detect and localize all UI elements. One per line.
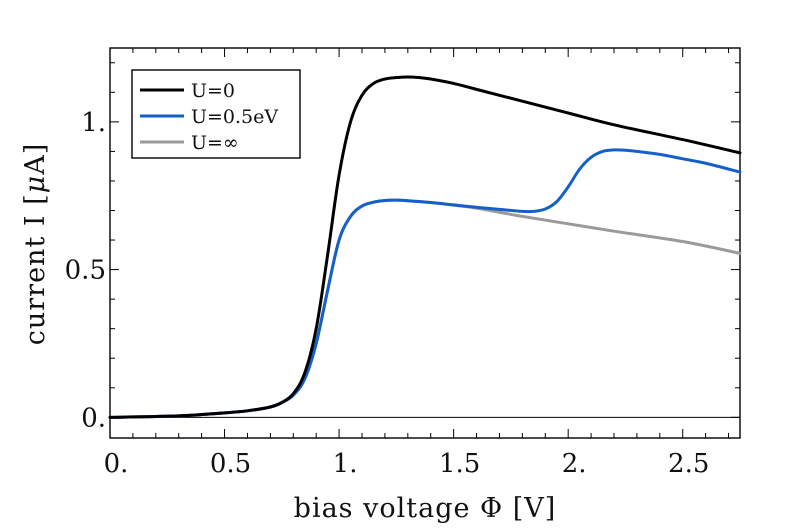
x-axis-title: bias voltage Φ [V]: [294, 493, 557, 524]
legend-label-uinf: U=∞: [191, 132, 239, 154]
legend: U=0 U=0.5eV U=∞: [131, 69, 301, 159]
y-tick-label: 0.5: [65, 256, 106, 286]
series-lines: [108, 75, 742, 419]
legend-label-u05: U=0.5eV: [191, 106, 278, 128]
x-tick-label: 0.: [104, 449, 129, 479]
y-axis-title-mu: μ: [20, 175, 51, 194]
y-axis-title: current I [μA]: [20, 143, 51, 346]
axis-ticks: [109, 48, 740, 438]
x-tick-label: 1.: [333, 449, 358, 479]
x-tick-label: 1.5: [439, 449, 480, 479]
series-line-uinf: [108, 198, 742, 419]
x-tick-label: 0.5: [210, 449, 251, 479]
y-tick-label: 0.: [81, 403, 106, 433]
series-line-u0: [108, 75, 742, 419]
x-tick-label: 2.: [562, 449, 587, 479]
y-axis-title-prefix: current I [: [20, 193, 51, 345]
series-line-u05: [108, 148, 742, 419]
y-tick-label: 1.: [81, 108, 106, 138]
plot-frame: [109, 47, 741, 439]
x-tick-label: 2.5: [668, 449, 709, 479]
axis-tick-labels: 0. 0.5 1. 1.5 2. 2.5 0. 0.5 1.: [65, 108, 710, 479]
y-axis-title-unit: A]: [20, 143, 51, 176]
legend-label-u0: U=0: [191, 80, 235, 102]
